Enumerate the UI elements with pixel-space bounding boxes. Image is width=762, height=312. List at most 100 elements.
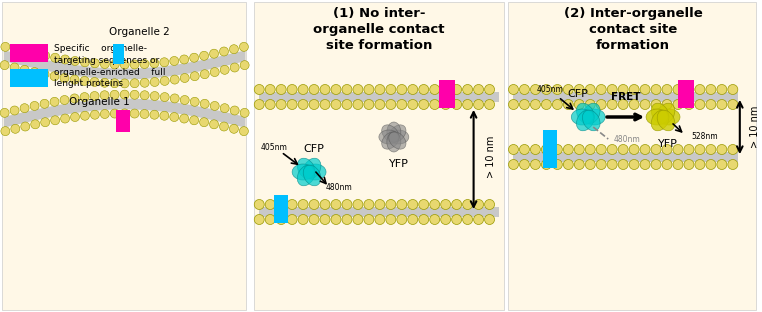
Ellipse shape xyxy=(297,158,315,179)
Circle shape xyxy=(110,60,119,69)
Ellipse shape xyxy=(652,110,669,131)
Circle shape xyxy=(30,120,40,129)
Bar xyxy=(255,2,504,310)
Circle shape xyxy=(265,199,275,209)
Circle shape xyxy=(651,100,661,110)
Circle shape xyxy=(180,114,189,123)
Circle shape xyxy=(40,51,50,60)
Circle shape xyxy=(287,199,297,209)
Circle shape xyxy=(419,215,429,225)
Ellipse shape xyxy=(576,103,594,124)
Circle shape xyxy=(30,49,40,58)
Circle shape xyxy=(240,61,249,70)
Circle shape xyxy=(230,63,239,72)
Circle shape xyxy=(563,100,573,110)
Circle shape xyxy=(575,85,584,95)
Circle shape xyxy=(563,85,573,95)
Circle shape xyxy=(463,85,472,95)
Circle shape xyxy=(408,100,418,110)
Circle shape xyxy=(181,74,189,82)
Circle shape xyxy=(140,110,149,119)
Text: 480nm: 480nm xyxy=(613,135,640,144)
Circle shape xyxy=(520,144,530,154)
Bar xyxy=(2,2,246,310)
Circle shape xyxy=(200,99,210,108)
Circle shape xyxy=(287,85,297,95)
Circle shape xyxy=(120,79,129,88)
Circle shape xyxy=(229,124,239,133)
Circle shape xyxy=(530,144,540,154)
Circle shape xyxy=(684,159,694,169)
Ellipse shape xyxy=(576,110,594,131)
Circle shape xyxy=(320,215,330,225)
Circle shape xyxy=(695,159,705,169)
Circle shape xyxy=(353,100,363,110)
Text: > 10 nm: > 10 nm xyxy=(485,136,495,178)
Text: 480nm: 480nm xyxy=(325,183,352,192)
Circle shape xyxy=(110,79,119,88)
Circle shape xyxy=(474,199,484,209)
Circle shape xyxy=(530,159,540,169)
Circle shape xyxy=(130,60,139,69)
Circle shape xyxy=(180,55,189,64)
Circle shape xyxy=(298,199,308,209)
Circle shape xyxy=(353,85,363,95)
Circle shape xyxy=(20,65,29,74)
Circle shape xyxy=(255,85,264,95)
Circle shape xyxy=(160,111,169,120)
Circle shape xyxy=(596,100,607,110)
Circle shape xyxy=(11,124,20,133)
Circle shape xyxy=(40,70,49,79)
Circle shape xyxy=(320,199,330,209)
Circle shape xyxy=(474,215,484,225)
Circle shape xyxy=(0,61,9,70)
Circle shape xyxy=(190,116,199,125)
Circle shape xyxy=(276,100,287,110)
Ellipse shape xyxy=(304,164,326,180)
Circle shape xyxy=(530,85,540,95)
Text: 405nm: 405nm xyxy=(537,85,564,94)
Circle shape xyxy=(140,78,149,87)
Circle shape xyxy=(728,100,738,110)
Circle shape xyxy=(520,85,530,95)
Bar xyxy=(514,152,738,162)
Circle shape xyxy=(210,68,219,76)
Circle shape xyxy=(485,199,495,209)
Circle shape xyxy=(575,144,584,154)
Circle shape xyxy=(474,85,484,95)
Circle shape xyxy=(419,199,429,209)
Circle shape xyxy=(255,100,264,110)
Circle shape xyxy=(618,100,628,110)
Circle shape xyxy=(219,122,229,131)
Ellipse shape xyxy=(292,164,314,180)
Circle shape xyxy=(331,199,341,209)
Circle shape xyxy=(508,144,518,154)
Ellipse shape xyxy=(658,109,680,125)
Circle shape xyxy=(110,90,119,99)
Bar xyxy=(10,44,48,62)
Circle shape xyxy=(541,100,552,110)
Circle shape xyxy=(440,199,450,209)
Circle shape xyxy=(607,85,617,95)
Circle shape xyxy=(397,215,407,225)
Circle shape xyxy=(100,91,109,100)
Circle shape xyxy=(11,45,20,54)
Circle shape xyxy=(309,199,319,209)
Circle shape xyxy=(640,159,650,169)
Ellipse shape xyxy=(382,125,399,142)
Ellipse shape xyxy=(389,132,406,149)
Circle shape xyxy=(485,215,495,225)
Circle shape xyxy=(160,76,169,85)
Circle shape xyxy=(541,144,552,154)
Circle shape xyxy=(50,72,59,81)
Circle shape xyxy=(30,68,39,76)
Circle shape xyxy=(170,75,179,84)
Circle shape xyxy=(463,199,472,209)
Ellipse shape xyxy=(572,109,594,125)
Circle shape xyxy=(100,78,109,87)
Circle shape xyxy=(364,199,374,209)
Circle shape xyxy=(101,60,109,69)
Circle shape xyxy=(728,144,738,154)
Circle shape xyxy=(0,108,9,117)
Text: YFP: YFP xyxy=(658,139,678,149)
